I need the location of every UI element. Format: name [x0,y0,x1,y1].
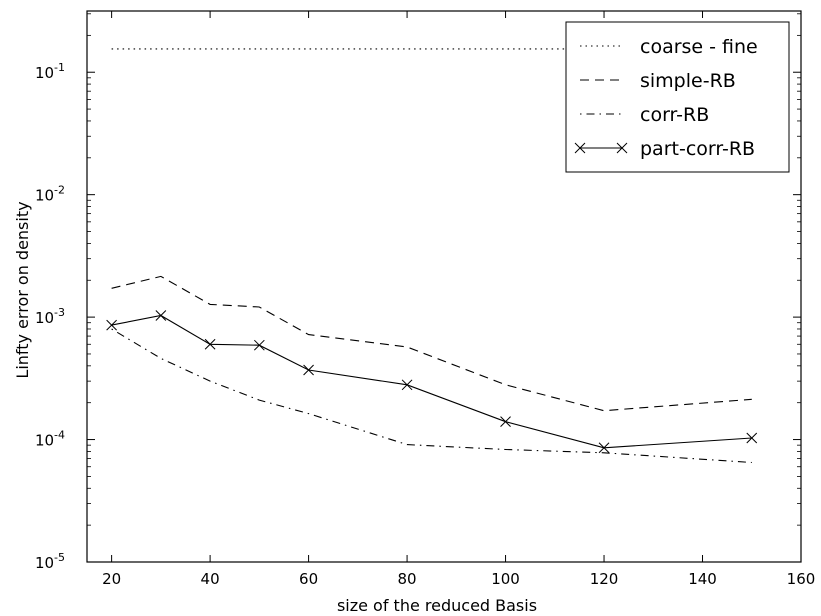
y-axis-label: Linfty error on density [13,201,32,378]
legend-marker-part-corr-rb [616,142,628,154]
marker-stroke [155,310,167,321]
y-tick-exponent: -1 [54,61,65,74]
data-point-part-corr-rb [598,442,610,454]
x-tick-label: 80 [398,570,417,588]
data-point-part-corr-rb [401,379,413,391]
series-line-simple-rb [111,275,752,412]
data-point-part-corr-rb [253,339,265,351]
x-tick-label: 120 [590,570,619,588]
series-line-corr-rb [111,328,752,464]
y-tick-exponent: -4 [54,429,65,442]
data-point-part-corr-rb [204,338,216,350]
marker-stroke [106,319,117,331]
x-axis-label: size of the reduced Basis [337,596,537,615]
legend-label-coarse-fine: coarse - fine [640,36,758,58]
x-tick-label: 20 [102,570,121,588]
series-simple-rb [111,275,752,412]
data-point-part-corr-rb [106,319,117,331]
x-tick-label: 100 [491,570,520,588]
plot-frame [86,10,802,563]
marker-stroke [204,338,216,350]
marker-stroke [401,379,413,391]
legend-label-part-corr-rb: part-corr-RB [640,138,755,160]
x-tick-label: 60 [299,570,318,588]
series-part-corr-rb [106,310,758,454]
legend-marker-part-corr-rb [574,142,586,154]
marker-stroke [598,442,610,454]
x-tick-label: 160 [787,570,816,588]
y-tick-exponent: -2 [54,184,65,197]
data-point-part-corr-rb [746,432,758,444]
x-tick-label: 140 [688,570,717,588]
legend-box [565,21,790,173]
marker-stroke [574,142,586,154]
y-tick-exponent: -5 [54,551,65,564]
data-point-part-corr-rb [155,310,167,321]
legend-label-corr-rb: corr-RB [640,104,709,126]
legend-label-simple-rb: simple-RB [640,70,736,92]
data-point-part-corr-rb [500,416,511,428]
marker-stroke [500,416,511,428]
marker-stroke [303,364,314,376]
legend: coarse - fine simple-RB corr-RB part-corr-R… [565,21,790,173]
marker-stroke [616,142,628,154]
marker-stroke [253,339,265,351]
marker-stroke [746,432,758,444]
x-tick-label: 40 [201,570,220,588]
series-corr-rb [111,328,752,464]
data-point-part-corr-rb [303,364,314,376]
series-layer [106,48,758,464]
y-tick-exponent: -3 [54,306,65,319]
